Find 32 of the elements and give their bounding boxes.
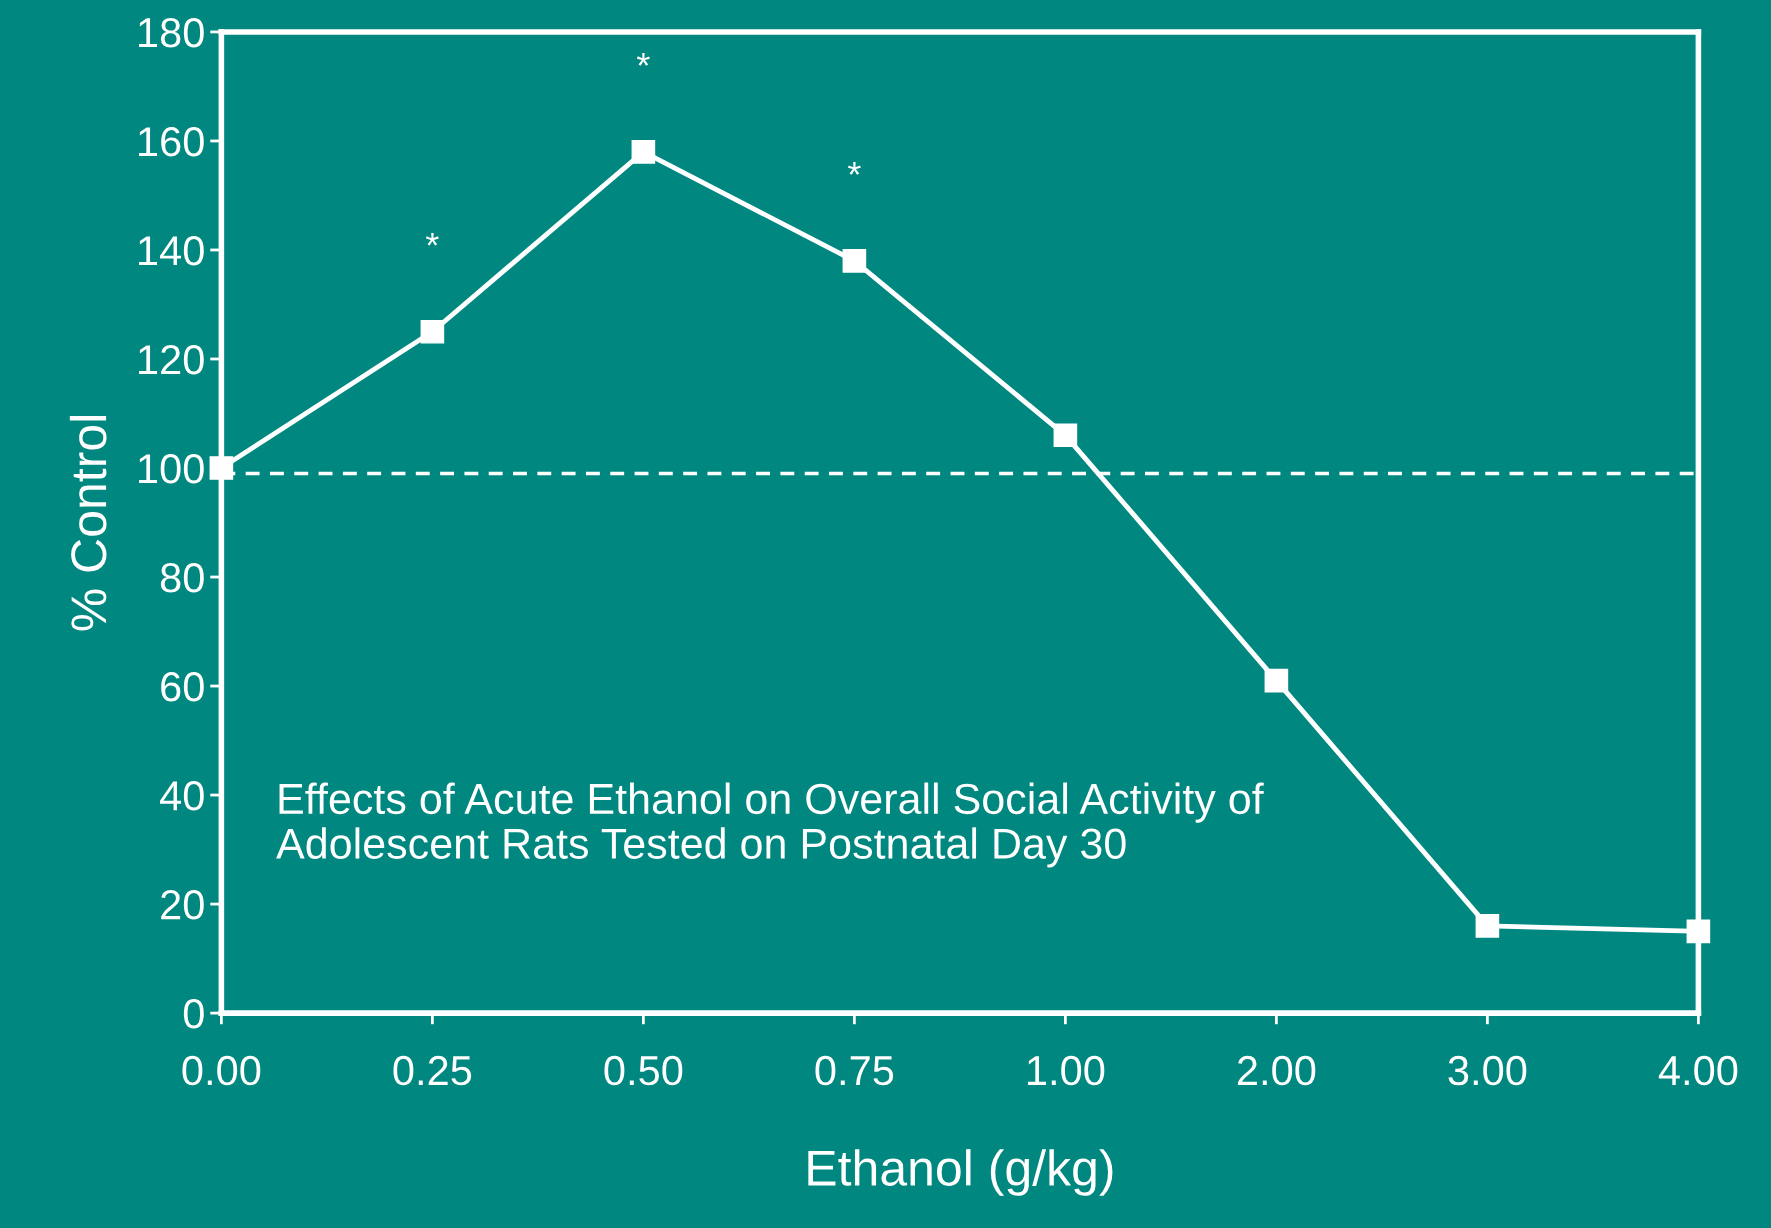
point: [842, 249, 867, 273]
x-tick-label: 1.00: [1028, 1055, 1105, 1086]
y-tick-label: 160: [139, 126, 204, 157]
annotation: *: [425, 232, 439, 246]
point: [209, 456, 234, 480]
x-tick-label: 4.00: [1658, 1055, 1738, 1086]
y-tick-label: 80: [160, 563, 204, 593]
y-tick-label: 20: [161, 890, 204, 920]
point: [631, 140, 656, 164]
y-tick-label: 140: [139, 235, 204, 266]
point: [420, 319, 445, 344]
y-tick-label: 100: [139, 454, 204, 484]
y-axis-title: % Control: [69, 416, 107, 631]
y-tick-label: 40: [160, 781, 204, 811]
text: Effects of Acute Ethanol on Overall Social Activity of Adolescent Rats Tested on Postnatal Day 30: [276, 782, 1264, 868]
x-tick-label: 2.00: [1237, 1055, 1316, 1086]
x-tick-label: 3.00: [1448, 1055, 1527, 1086]
x-axis-title: Ethanol (g/kg): [808, 1149, 1113, 1196]
point: [1264, 668, 1289, 693]
annotation: *: [847, 162, 861, 175]
y-tick-label: 60: [161, 672, 204, 702]
point: [1053, 423, 1078, 448]
point: [1475, 914, 1500, 938]
x-tick-label: 0.75: [815, 1055, 894, 1086]
point: [1686, 919, 1711, 944]
y-tick-label: 120: [139, 344, 204, 375]
x-tick-label: 0.25: [393, 1055, 472, 1086]
y-tick-label: 180: [139, 17, 204, 48]
x-tick-label: 0.50: [604, 1055, 683, 1086]
x-tick-label: 0.00: [182, 1055, 261, 1086]
annotation: *: [636, 53, 650, 66]
y-tick-label: 0: [183, 999, 204, 1029]
